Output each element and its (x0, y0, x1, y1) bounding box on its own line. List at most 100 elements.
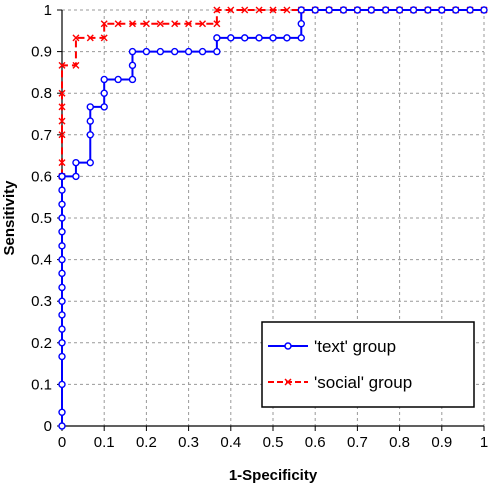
data-point (213, 34, 221, 42)
data-point (114, 75, 122, 84)
data-point (297, 6, 305, 14)
x-tick-label: 0.7 (347, 434, 368, 451)
data-point (452, 6, 460, 14)
data-point (100, 75, 108, 84)
data-point (58, 186, 66, 194)
data-point (466, 6, 474, 14)
data-point (58, 283, 66, 292)
data-point (58, 159, 66, 167)
data-point (58, 172, 66, 181)
data-point (283, 34, 291, 42)
data-point (227, 34, 235, 42)
data-point (255, 6, 263, 14)
data-point (283, 6, 291, 14)
data-point (58, 408, 66, 416)
data-point (381, 6, 390, 14)
x-tick-label: 0.8 (389, 434, 410, 451)
data-point (339, 6, 348, 14)
data-point (353, 6, 362, 14)
data-point (297, 34, 305, 42)
y-tick-label: 0.6 (31, 168, 52, 185)
data-point (72, 34, 80, 42)
data-point (58, 89, 66, 97)
data-point (199, 20, 207, 28)
data-point (297, 20, 305, 28)
data-point (367, 6, 376, 14)
data-point (100, 89, 108, 97)
series-layer (58, 6, 488, 430)
data-point (128, 20, 136, 28)
data-point (198, 47, 207, 56)
y-tick-label: 0.7 (31, 127, 52, 144)
data-point (86, 103, 94, 111)
x-tick-label: 0 (58, 434, 66, 451)
data-point (269, 6, 277, 14)
data-point (100, 103, 108, 111)
data-point (156, 47, 165, 56)
legend-social-marker (284, 378, 292, 386)
data-point (184, 47, 193, 56)
x-axis-label: 1-Specificity (229, 467, 318, 484)
y-tick-label: 0 (44, 418, 52, 435)
data-point (86, 34, 94, 42)
series-line (61, 9, 484, 426)
data-point (100, 34, 108, 42)
data-point (58, 61, 66, 69)
y-tick-label: 0.9 (31, 44, 52, 61)
y-tick-label: 0.8 (31, 85, 52, 102)
data-point (86, 117, 94, 125)
data-point (142, 47, 151, 56)
legend-text-label: 'text' group (314, 337, 396, 356)
y-tick-label: 0.3 (31, 293, 52, 310)
y-tick-label: 1 (44, 2, 52, 19)
data-point (58, 117, 66, 125)
x-tick-label: 1 (480, 434, 488, 451)
data-point (438, 6, 446, 14)
data-point (72, 158, 80, 167)
data-point (171, 20, 179, 28)
data-point (227, 6, 235, 14)
data-point (213, 6, 221, 14)
x-tick-label: 0.4 (220, 434, 241, 451)
data-point (241, 6, 249, 14)
y-tick-label: 0.4 (31, 252, 52, 269)
data-point (100, 20, 108, 28)
x-tick-label: 0.2 (136, 434, 157, 451)
data-point (424, 6, 432, 14)
data-point (58, 297, 66, 305)
data-point (58, 228, 66, 236)
legend-text-marker (284, 342, 292, 350)
legend-social-label: 'social' group (314, 373, 412, 392)
data-point (58, 422, 66, 430)
y-tick-label: 0.1 (31, 376, 52, 393)
legend: 'text' group 'social' group (261, 321, 475, 408)
data-point (72, 61, 80, 69)
data-point (72, 172, 80, 181)
data-point (58, 352, 66, 361)
data-point (128, 47, 137, 56)
data-point (128, 75, 137, 84)
data-point (325, 6, 333, 14)
data-point (58, 380, 66, 389)
y-tick-labels: 0 0.1 0.2 0.3 0.4 0.5 0.6 0.7 0.8 0.9 1 (31, 2, 52, 435)
data-point (86, 131, 94, 139)
y-axis-label: Sensitivity (1, 180, 18, 256)
y-tick-label: 0.2 (31, 335, 52, 352)
data-point (241, 34, 249, 42)
data-point (185, 20, 193, 28)
data-point (142, 20, 150, 28)
data-point (409, 6, 418, 14)
data-point (58, 339, 66, 347)
data-point (170, 47, 179, 56)
x-tick-label: 0.1 (94, 434, 115, 451)
x-tick-label: 0.9 (431, 434, 452, 451)
data-point (128, 61, 137, 70)
data-point (114, 20, 122, 28)
x-tick-label: 0.6 (305, 434, 326, 451)
data-point (58, 255, 66, 264)
data-point (311, 6, 319, 14)
data-point (255, 34, 263, 42)
data-point (395, 6, 404, 14)
data-point (156, 20, 164, 28)
data-point (58, 131, 66, 139)
